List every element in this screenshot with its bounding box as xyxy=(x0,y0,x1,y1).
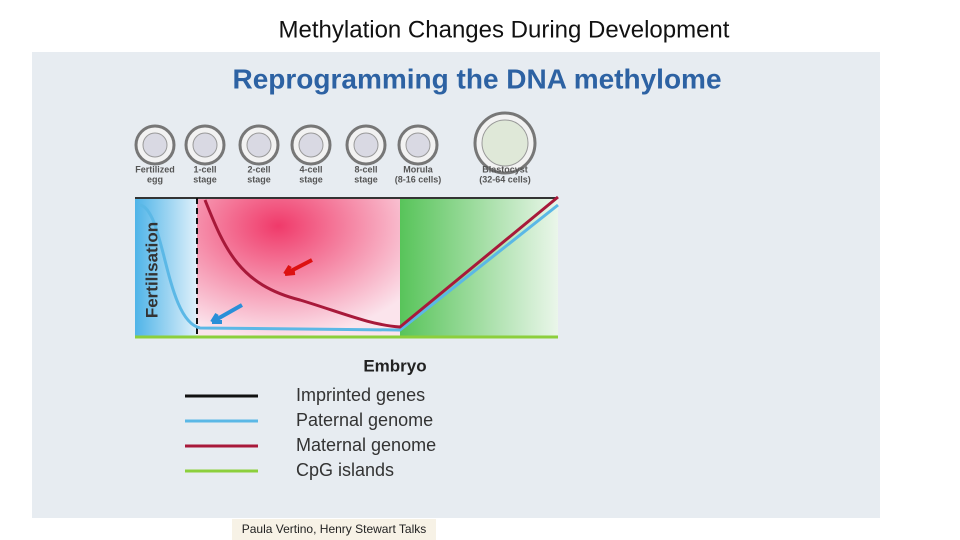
stage-label: stage xyxy=(247,174,271,184)
cell-inner xyxy=(481,119,529,167)
stage-label: stage xyxy=(354,174,378,184)
stage-label: (32-64 cells) xyxy=(479,174,531,184)
stage-label: egg xyxy=(147,174,163,184)
cell-inner xyxy=(405,132,431,158)
legend-label: Maternal genome xyxy=(296,435,436,455)
stage-label: 8-cell xyxy=(354,164,377,174)
event-label: Fertilisation xyxy=(142,222,161,318)
stage-label: stage xyxy=(299,174,323,184)
caption-box xyxy=(232,519,436,540)
stage-label: Blastocyst xyxy=(482,164,528,174)
stages: Fertilizedegg1-cellstage2-cellstage4-cel… xyxy=(134,111,537,184)
slide-title: Methylation Changes During Development xyxy=(279,16,730,43)
stage-label: Fertilized xyxy=(135,164,175,174)
legend-label: Imprinted genes xyxy=(296,385,425,405)
cell-inner xyxy=(246,132,272,158)
legend-label: Paternal genome xyxy=(296,410,433,430)
stage-label: (8-16 cells) xyxy=(395,174,442,184)
cell-inner xyxy=(298,132,324,158)
figure-title: Reprogramming the DNA methylome xyxy=(232,63,721,94)
blue-arrow xyxy=(210,303,243,324)
stage-label: 2-cell xyxy=(247,164,270,174)
stage-label: 1-cell xyxy=(193,164,216,174)
legend: Imprinted genes Paternal genome Maternal g… xyxy=(185,385,436,480)
stage-label: Morula xyxy=(403,164,433,174)
red-arrow xyxy=(283,258,313,276)
legend-label: CpG islands xyxy=(296,460,394,480)
maternal-curve xyxy=(203,195,559,329)
caption: Paula Vertino, Henry Stewart Talks xyxy=(242,522,427,536)
cell-inner xyxy=(353,132,379,158)
paternal-curve xyxy=(139,203,559,332)
stage-label: stage xyxy=(193,174,217,184)
cell-inner xyxy=(142,132,168,158)
cell-inner xyxy=(192,132,218,158)
x-label: Embryo xyxy=(363,356,426,375)
stage-label: 4-cell xyxy=(299,164,322,174)
